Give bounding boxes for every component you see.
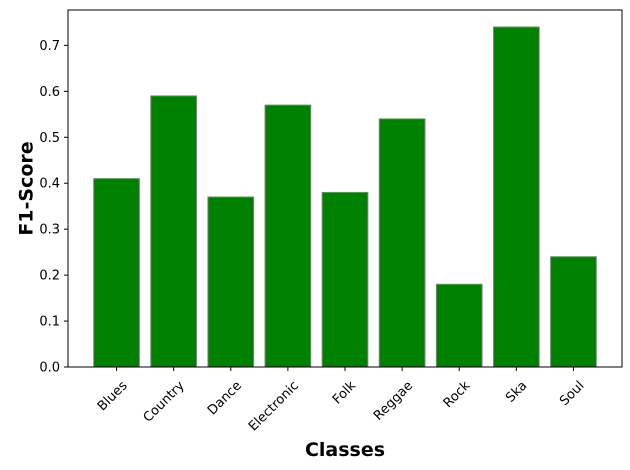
x-tick-label-reggae: Reggae	[371, 378, 416, 423]
y-tick-label: 0.2	[39, 269, 60, 284]
x-tick-label-country: Country	[141, 378, 188, 425]
y-tick-label: 0.4	[39, 177, 60, 192]
bar-ska	[492, 26, 540, 368]
bar-reggae	[378, 118, 426, 368]
y-tick-label: 0.6	[39, 85, 60, 100]
x-tick-label-folk: Folk	[330, 378, 359, 407]
x-axis-title: Classes	[305, 439, 385, 461]
bar-soul	[550, 256, 597, 368]
y-tick-label: 0.3	[39, 223, 60, 238]
y-tick-label: 0.7	[39, 39, 60, 54]
x-tick-label-ska: Ska	[503, 378, 530, 405]
bar-rock	[435, 283, 483, 368]
y-axis: 0.0 0.1 0.2 0.3 0.4 0.5 0.6 0.7	[39, 39, 68, 376]
x-tick-label-blues: Blues	[95, 378, 131, 414]
bar-dance	[207, 196, 255, 368]
bar-blues	[93, 178, 140, 368]
x-tick-label-soul: Soul	[557, 378, 587, 408]
plot-frame	[67, 9, 623, 368]
y-tick-label: 0.5	[39, 131, 60, 146]
y-tick-label: 0.1	[39, 315, 60, 330]
x-tick-label-dance: Dance	[205, 378, 245, 418]
y-axis-title: F1-Score	[16, 141, 38, 235]
x-tick-label-rock: Rock	[441, 378, 474, 411]
x-tick-label-electronic: Electronic	[246, 378, 302, 434]
bar-country	[150, 95, 198, 368]
bar-folk	[321, 191, 369, 368]
bar-electronic	[264, 104, 312, 368]
bars	[93, 26, 597, 368]
x-axis: Blues Country Dance Electronic Folk Reggae Roc…	[95, 367, 588, 434]
y-tick-label: 0.0	[39, 361, 60, 376]
